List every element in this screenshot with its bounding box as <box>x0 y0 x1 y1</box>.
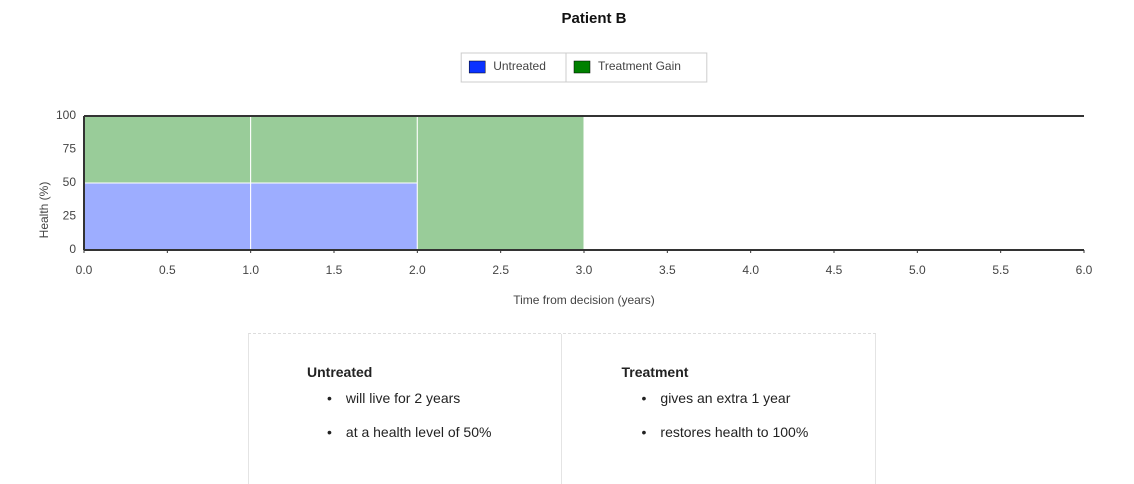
x-tick-label: 1.5 <box>326 263 343 277</box>
y-tick-label: 50 <box>63 175 77 189</box>
bar-segment <box>250 182 418 251</box>
info-panels: Untreated will live for 2 years at a healt… <box>248 333 876 484</box>
chart: Patient B Time from decision (years) Hea… <box>37 10 1093 307</box>
x-tick-label: 5.5 <box>992 263 1009 277</box>
x-tick-label: 3.5 <box>659 263 676 277</box>
panel-item: restores health to 100% <box>642 424 876 440</box>
chart-title: Patient B <box>561 10 626 27</box>
bar-segment <box>83 115 252 184</box>
legend-label: Untreated <box>493 59 546 73</box>
panel-title: Untreated <box>307 364 373 380</box>
y-tick-label: 75 <box>63 142 77 156</box>
legend-swatch <box>573 60 591 74</box>
x-tick-label: 3.0 <box>576 263 593 277</box>
panel-item: at a health level of 50% <box>327 424 561 440</box>
panel-title: Treatment <box>621 364 689 380</box>
bar-segment <box>250 115 418 184</box>
x-tick-label: 5.0 <box>909 263 926 277</box>
x-tick-label: 0.0 <box>76 263 93 277</box>
bar-segment <box>83 182 252 251</box>
y-tick-label: 0 <box>69 242 76 256</box>
x-tick-label: 2.5 <box>492 263 509 277</box>
legend-swatch <box>468 60 486 74</box>
info-panel: Untreated will live for 2 years at a healt… <box>249 334 561 484</box>
bar-segment <box>416 115 585 251</box>
x-tick-label: 0.5 <box>159 263 176 277</box>
x-tick-label: 2.0 <box>409 263 426 277</box>
x-tick-label: 6.0 <box>1076 263 1093 277</box>
panel-item: will live for 2 years <box>327 390 561 406</box>
panel-item: gives an extra 1 year <box>642 390 876 406</box>
legend-label: Treatment Gain <box>598 59 681 73</box>
info-panel: Treatment gives an extra 1 year restores h… <box>560 334 876 484</box>
x-axis-label: Time from decision (years) <box>513 293 655 307</box>
legend: Untreated Treatment Gain <box>460 52 708 83</box>
x-tick-label: 1.0 <box>242 263 259 277</box>
x-tick-label: 4.0 <box>742 263 759 277</box>
y-tick-label: 100 <box>56 108 76 122</box>
y-tick-label: 25 <box>63 209 77 223</box>
y-axis-label: Health (%) <box>37 182 51 239</box>
x-tick-label: 4.5 <box>826 263 843 277</box>
